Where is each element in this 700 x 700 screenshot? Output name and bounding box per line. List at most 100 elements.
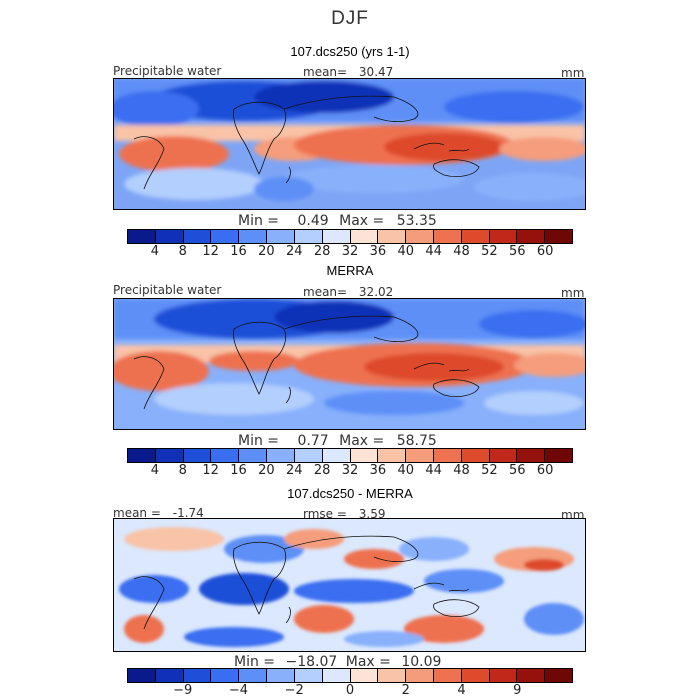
panel1-title: 107.dcs250 (yrs 1-1) bbox=[290, 44, 410, 59]
colorbar-swatch bbox=[378, 449, 407, 462]
panel3-map-svg bbox=[114, 519, 585, 651]
panel2-min-value: 0.77 bbox=[297, 433, 329, 449]
colorbar-tick-label: 28 bbox=[313, 244, 331, 259]
colorbar-swatch bbox=[517, 230, 546, 243]
panel1-mean-value: 30.47 bbox=[358, 65, 394, 79]
colorbar-swatch bbox=[267, 669, 295, 682]
panel3-colorbar-ticks: −9 −4 −2 0 2 4 9 bbox=[127, 683, 573, 699]
panel1-min-value: 0.49 bbox=[297, 213, 329, 229]
colorbar-tick-label: 8 bbox=[178, 463, 187, 478]
panel1-max-label: Max = bbox=[339, 213, 385, 229]
colorbar-swatch bbox=[545, 449, 572, 462]
colorbar-swatch bbox=[350, 449, 379, 462]
colorbar-tick-label: 48 bbox=[453, 463, 470, 478]
panel3-max-value: 10.09 bbox=[401, 654, 442, 670]
colorbar-tick-label: 8 bbox=[178, 244, 187, 259]
colorbar-swatch bbox=[517, 449, 546, 462]
colorbar-tick-label: 36 bbox=[369, 463, 387, 478]
panel1-mean-label: mean= bbox=[303, 65, 348, 79]
colorbar-tick-label: 20 bbox=[258, 244, 275, 259]
panel1-variable-label: Precipitable water bbox=[113, 64, 222, 78]
colorbar-tick-label: −4 bbox=[228, 683, 249, 698]
panel2-max-value: 58.75 bbox=[396, 433, 437, 449]
panel3-mean: mean = -1.74 bbox=[113, 506, 204, 520]
colorbar-swatch bbox=[406, 449, 434, 462]
colorbar-swatch bbox=[267, 449, 295, 462]
panel1-minmax: Min = 0.49 Max = 53.35 bbox=[238, 213, 437, 229]
colorbar-tick-label: 12 bbox=[202, 463, 219, 478]
colorbar-tick-label: 16 bbox=[230, 463, 247, 478]
colorbar-tick-label: 0 bbox=[345, 683, 355, 698]
panel2-variable-label: Precipitable water bbox=[113, 283, 222, 297]
colorbar-tick-label: 44 bbox=[425, 244, 442, 259]
colorbar-swatch bbox=[406, 230, 434, 243]
panel1-max-value: 53.35 bbox=[396, 213, 437, 229]
colorbar-swatch bbox=[128, 669, 156, 682]
colorbar-swatch bbox=[322, 449, 351, 462]
colorbar-swatch bbox=[489, 449, 518, 462]
colorbar-swatch bbox=[183, 230, 212, 243]
panel3-rmse-label: rmse = bbox=[303, 507, 347, 521]
colorbar-tick-label: 60 bbox=[536, 244, 554, 259]
colorbar-swatch bbox=[545, 669, 572, 682]
colorbar-swatch bbox=[433, 449, 462, 462]
colorbar-tick-label: 52 bbox=[481, 463, 498, 478]
panel2-mean-label: mean= bbox=[303, 285, 348, 299]
colorbar-swatch bbox=[294, 449, 323, 462]
panel3-rmse: rmse = 3.59 bbox=[303, 507, 385, 521]
colorbar-swatch bbox=[322, 669, 351, 682]
colorbar-tick-label: 60 bbox=[536, 463, 554, 478]
colorbar-swatch bbox=[211, 449, 240, 462]
colorbar-swatch bbox=[406, 669, 434, 682]
colorbar-tick-label: 12 bbox=[202, 244, 219, 259]
panel3-rmse-value: 3.59 bbox=[358, 507, 386, 521]
panel2-mean: mean= 32.02 bbox=[303, 285, 393, 299]
colorbar-swatch bbox=[461, 230, 490, 243]
colorbar-tick-label: 36 bbox=[369, 244, 387, 259]
colorbar-swatch bbox=[322, 230, 351, 243]
colorbar-tick-label: 40 bbox=[397, 244, 415, 259]
colorbar-swatch bbox=[489, 669, 518, 682]
panel3-title: 107.dcs250 - MERRA bbox=[287, 486, 413, 501]
colorbar-tick-label: −2 bbox=[284, 683, 304, 698]
colorbar-tick-label: 4 bbox=[150, 463, 160, 478]
panel1-units: mm bbox=[561, 66, 585, 80]
colorbar-tick-label: 28 bbox=[313, 463, 331, 478]
colorbar-tick-label: 32 bbox=[341, 244, 359, 259]
colorbar-swatch bbox=[350, 669, 379, 682]
colorbar-swatch bbox=[128, 230, 156, 243]
panel1-min-label: Min = bbox=[238, 213, 280, 229]
colorbar-swatch bbox=[155, 230, 184, 243]
panel2-mean-value: 32.02 bbox=[358, 285, 394, 299]
colorbar-swatch bbox=[294, 230, 323, 243]
colorbar-tick-label: 56 bbox=[508, 463, 526, 478]
panel3-map bbox=[113, 518, 586, 652]
colorbar-tick-label: 4 bbox=[457, 683, 466, 698]
panel1-map bbox=[113, 78, 586, 210]
panel2-colorbar-ticks: 4 8 12 16 20 24 28 32 36 40 44 48 52 56 60 bbox=[127, 463, 573, 479]
figure-title: DJF bbox=[331, 8, 369, 29]
colorbar-swatch bbox=[128, 449, 156, 462]
colorbar-swatch bbox=[461, 669, 490, 682]
colorbar-swatch bbox=[517, 669, 546, 682]
panel2-map bbox=[113, 298, 586, 430]
panel2-units: mm bbox=[561, 286, 585, 300]
panel2-title: MERRA bbox=[326, 263, 374, 278]
colorbar-swatch bbox=[378, 230, 407, 243]
panel2-map-svg bbox=[114, 299, 585, 429]
colorbar-tick-label: 44 bbox=[425, 463, 442, 478]
colorbar-tick-label: 2 bbox=[401, 683, 410, 698]
colorbar-swatch bbox=[183, 449, 212, 462]
panel2-colorbar bbox=[127, 448, 573, 463]
colorbar-swatch bbox=[239, 230, 268, 243]
colorbar-swatch bbox=[211, 669, 240, 682]
colorbar-swatch bbox=[239, 449, 268, 462]
colorbar-swatch bbox=[211, 230, 240, 243]
colorbar-tick-label: 48 bbox=[453, 244, 470, 259]
colorbar-swatch bbox=[294, 669, 323, 682]
colorbar-tick-label: 32 bbox=[341, 463, 359, 478]
panel1-mean: mean= 30.47 bbox=[303, 65, 393, 79]
colorbar-tick-label: 52 bbox=[481, 244, 498, 259]
panel3-colorbar bbox=[127, 668, 573, 683]
panel1-colorbar-ticks: 4 8 12 16 20 24 28 32 36 40 44 48 52 56 60 bbox=[127, 244, 573, 260]
